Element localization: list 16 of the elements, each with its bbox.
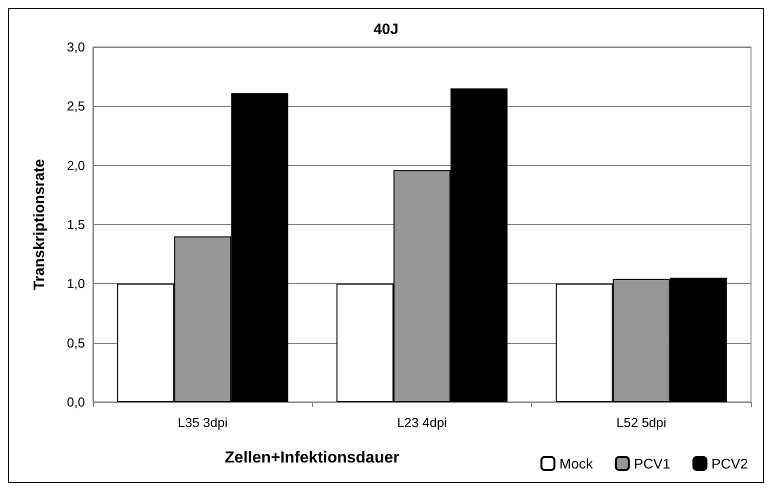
x-tick-label: L23 4dpi: [397, 415, 448, 430]
y-axis-title: Transkriptionsrate: [31, 159, 48, 290]
y-tick-label: 2,5: [66, 98, 85, 114]
y-tick-label: 3,0: [66, 40, 85, 54]
x-tick-label: L52 5dpi: [616, 415, 666, 430]
y-tick-label: 0,0: [66, 394, 85, 410]
y-tick-label: 0,5: [66, 335, 85, 350]
x-axis-title: Zellen+Infektionsdauer: [224, 450, 400, 466]
legend-label: PCV2: [711, 456, 748, 472]
chart-title: 40J: [373, 21, 399, 38]
y-tick-label: 2,0: [66, 158, 85, 173]
legend-label: Mock: [559, 456, 594, 472]
y-tick-label: 1,0: [66, 276, 85, 292]
legend-label: PCV1: [634, 456, 671, 472]
y-tick-label: 1,5: [66, 217, 85, 232]
x-tick-label: L35 3dpi: [178, 415, 228, 430]
